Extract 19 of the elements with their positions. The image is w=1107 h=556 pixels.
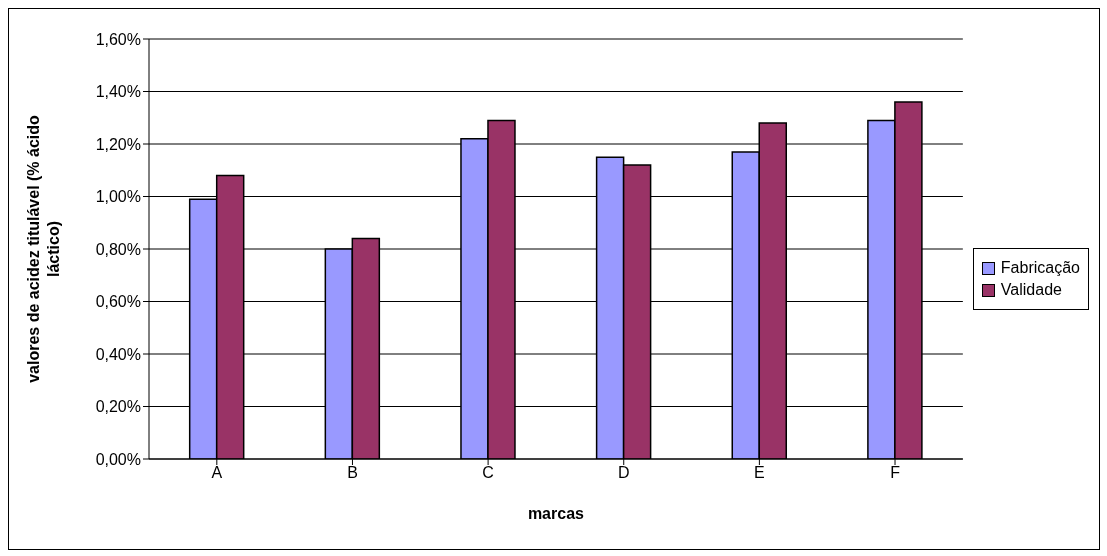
x-tick-label: D <box>617 464 630 482</box>
y-tick-label: 1,20% <box>95 135 141 153</box>
y-tick-label: 1,40% <box>95 83 141 101</box>
y-tick-label: 1,00% <box>95 188 141 206</box>
y-tick-label: 0,00% <box>95 450 141 468</box>
x-tick-label: A <box>211 464 223 482</box>
y-tick-label: 0,20% <box>95 398 141 416</box>
x-axis-title: marcas <box>527 505 585 522</box>
x-tick-label: C <box>482 464 494 482</box>
legend-label: Fabricação <box>1000 259 1080 277</box>
y-tick-label: 0,40% <box>95 345 141 363</box>
y-axis-title: valores de acidez titulável (% ácido láctico) <box>25 114 62 383</box>
legend-label: Validade <box>1000 281 1062 299</box>
y-tick-label: 0,80% <box>95 240 141 258</box>
x-tick-label: B <box>347 464 358 482</box>
x-tick-label: E <box>754 464 765 482</box>
y-tick-label: 1,60% <box>95 30 141 48</box>
x-tick-label: F <box>890 464 901 482</box>
y-tick-label: 0,60% <box>95 293 141 311</box>
